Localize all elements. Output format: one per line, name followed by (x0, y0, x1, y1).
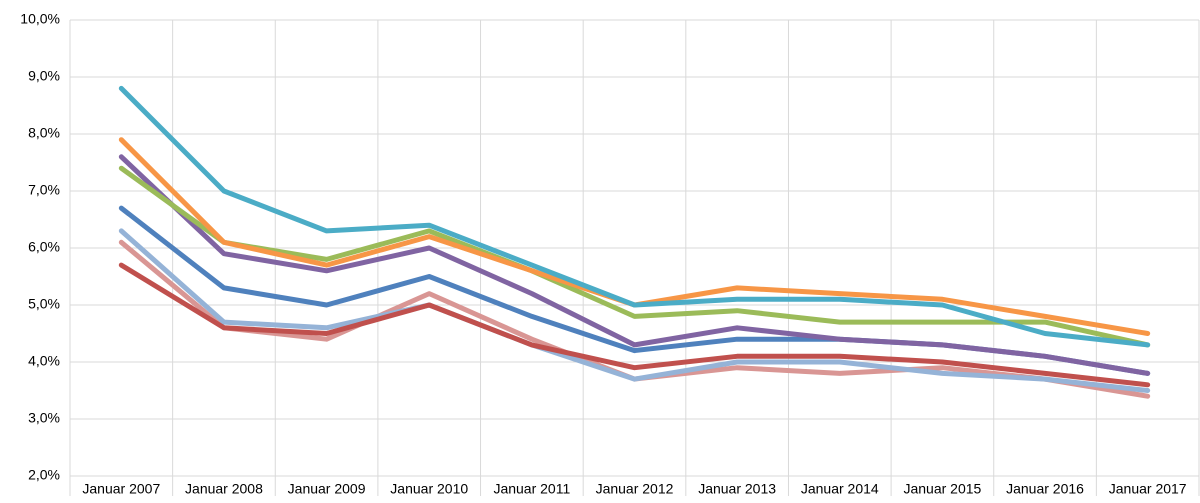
series-line (118, 154, 1151, 376)
x-tick-label: Januar 2012 (596, 481, 674, 497)
y-tick-label: 2,0% (28, 467, 60, 483)
x-tick-label: Januar 2016 (1006, 481, 1084, 497)
series-line (118, 85, 1151, 348)
series-line (118, 165, 1151, 348)
y-tick-label: 3,0% (28, 410, 60, 426)
x-tick-label: Januar 2008 (185, 481, 263, 497)
x-tick-label: Januar 2014 (801, 481, 879, 497)
x-tick-label: Januar 2017 (1109, 481, 1187, 497)
y-tick-label: 5,0% (28, 296, 60, 312)
x-tick-label: Januar 2010 (390, 481, 468, 497)
x-tick-label: Januar 2007 (82, 481, 160, 497)
y-tick-label: 8,0% (28, 125, 60, 141)
series-line (118, 262, 1151, 388)
y-tick-label: 7,0% (28, 182, 60, 198)
y-tick-label: 10,0% (20, 11, 60, 27)
x-tick-label: Januar 2011 (493, 481, 570, 497)
x-tick-label: Januar 2013 (698, 481, 776, 497)
x-tick-label: Januar 2015 (903, 481, 981, 497)
y-tick-label: 4,0% (28, 353, 60, 369)
x-tick-label: Januar 2009 (288, 481, 366, 497)
y-tick-label: 9,0% (28, 68, 60, 84)
series-line (118, 228, 1151, 393)
y-tick-label: 6,0% (28, 239, 60, 255)
